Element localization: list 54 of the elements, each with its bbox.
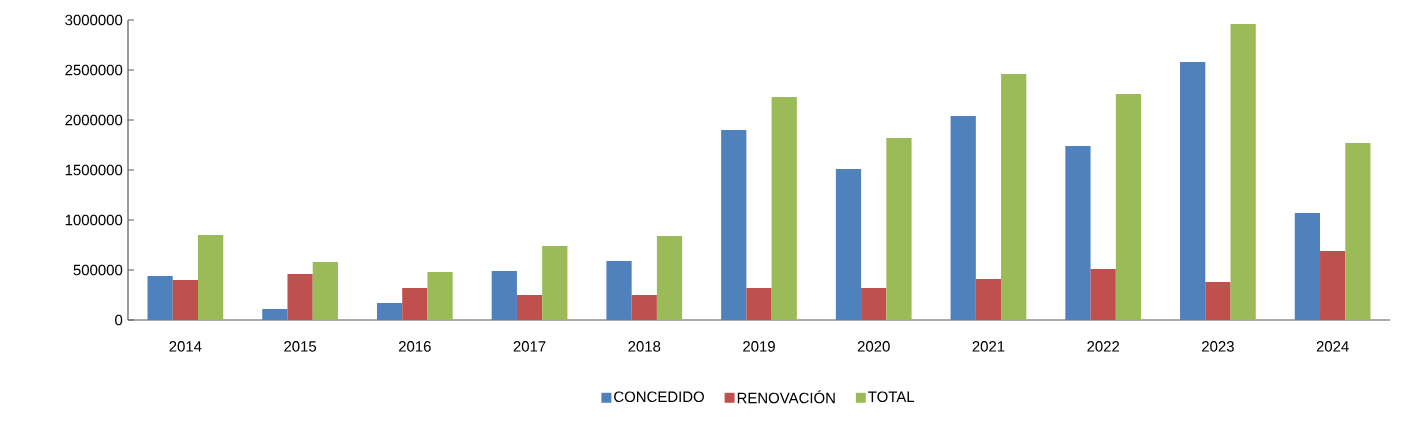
bar — [861, 288, 887, 320]
x-tick-label: 2014 — [169, 341, 202, 352]
x-tick-label: 2017 — [513, 341, 546, 352]
bar — [1065, 146, 1091, 320]
bar — [950, 116, 976, 320]
bar — [542, 246, 568, 320]
bar — [886, 138, 912, 320]
bar — [1001, 74, 1027, 320]
y-tick-label: 1000000 — [65, 214, 123, 226]
y-tick-label: 2500000 — [65, 64, 123, 76]
bar — [402, 288, 428, 320]
y-tick-label: 0 — [115, 314, 123, 326]
x-tick-label: 2022 — [1087, 341, 1120, 352]
bar — [287, 274, 313, 320]
bar — [656, 236, 683, 320]
legend-label: TOTAL — [868, 391, 915, 403]
bar — [835, 169, 862, 320]
bar — [1294, 213, 1321, 320]
x-tick-label: 2020 — [857, 341, 890, 352]
bar — [1320, 251, 1346, 320]
bar — [1115, 94, 1142, 320]
bar — [1180, 62, 1206, 320]
bar — [721, 130, 747, 320]
bar — [771, 97, 797, 320]
bar — [172, 280, 198, 320]
y-tick-label: 2000000 — [65, 114, 123, 126]
bar — [376, 303, 403, 320]
x-tick-label: 2021 — [972, 341, 1005, 352]
legend-label: RENOVACIÓN — [737, 390, 835, 404]
bar — [1205, 282, 1231, 320]
bar — [516, 295, 543, 320]
legend-label: CONCEDIDO — [614, 391, 704, 403]
bar — [631, 295, 657, 320]
bar — [1090, 269, 1116, 320]
bar — [147, 276, 173, 320]
x-tick-label: 2023 — [1202, 341, 1234, 352]
bar — [1230, 24, 1256, 320]
bar — [427, 272, 453, 320]
bar — [197, 235, 224, 320]
bar — [975, 279, 1002, 320]
bar — [491, 271, 517, 320]
y-tick-label: 500000 — [73, 264, 123, 276]
x-tick-label: 2024 — [1316, 341, 1349, 352]
x-tick-label: 2016 — [398, 341, 431, 352]
y-tick-label: 3000000 — [65, 14, 123, 26]
x-tick-label: 2018 — [628, 341, 661, 352]
x-tick-label: 2019 — [743, 341, 775, 352]
bar — [746, 288, 772, 320]
y-tick-label: 1500000 — [65, 164, 123, 176]
bar — [262, 309, 288, 320]
bar — [312, 262, 338, 320]
x-tick-label: 2015 — [284, 341, 317, 352]
bar — [606, 261, 632, 320]
bar — [1345, 143, 1371, 320]
